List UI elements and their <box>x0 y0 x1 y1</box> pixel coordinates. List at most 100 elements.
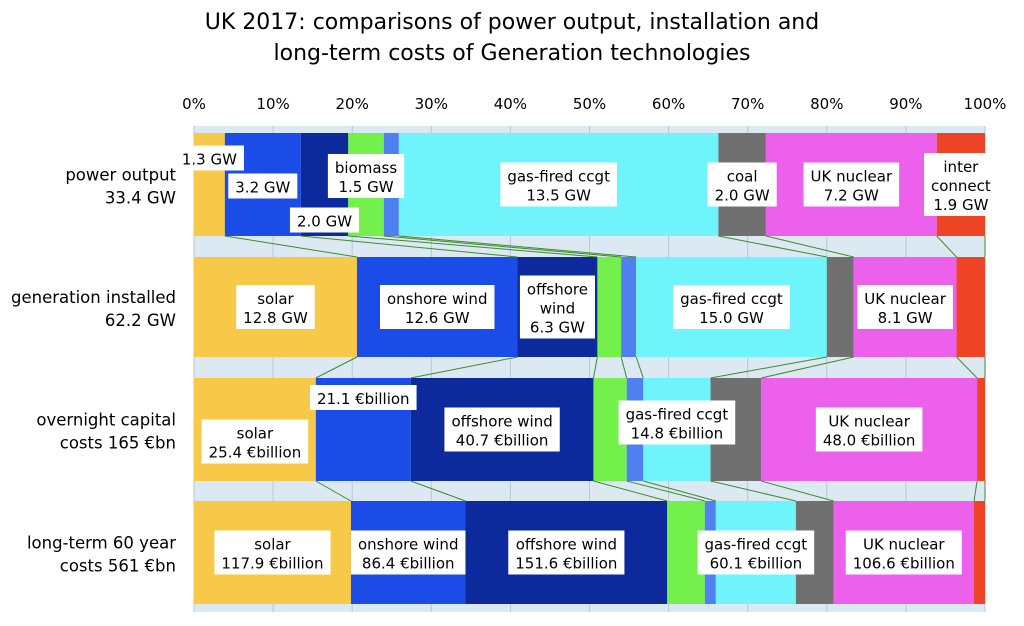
segment-label-text: gas-fired ccgt <box>626 406 729 424</box>
segment-label-box <box>500 162 617 207</box>
segment-label-text: 15.0 GW <box>699 309 764 327</box>
segment-label-box <box>350 530 466 575</box>
segment-label-text: onshore wind <box>387 290 487 308</box>
segment-label-text: UK nuclear <box>863 536 945 554</box>
connector-line <box>224 235 358 258</box>
segment-label-box <box>519 275 596 339</box>
connector-line <box>626 480 705 502</box>
segment-label-text: 2.0 GW <box>715 187 770 205</box>
connector-line <box>348 235 598 258</box>
x-tick-label: 30% <box>415 95 448 113</box>
row-label: 33.4 GW <box>105 189 176 208</box>
connector-line <box>635 356 644 379</box>
segment-label-box <box>845 530 962 575</box>
x-tick-label: 90% <box>889 95 922 113</box>
segment-label-box <box>444 407 560 452</box>
segment-label-text: offshore wind <box>516 536 617 554</box>
segment-label-text: biomass <box>335 159 397 177</box>
segment-label-box <box>214 530 331 575</box>
x-tick-label: 80% <box>810 95 843 113</box>
connector-line <box>710 356 827 379</box>
segment-label-text: gas-fired ccgt <box>705 536 808 554</box>
x-tick-label: 100% <box>964 95 1007 113</box>
bar-segment-interconnect <box>974 501 985 604</box>
segment-label-box <box>618 400 736 445</box>
segment-label-text: 48.0 €billion <box>823 432 916 450</box>
segment-label-text: 60.1 €billion <box>710 555 803 573</box>
connector-line <box>398 235 637 258</box>
segment-label-box <box>697 530 815 575</box>
segment-label-text: UK nuclear <box>811 168 893 186</box>
bar-segment-coal <box>826 257 854 357</box>
segment-label-text: offshore wind <box>451 413 552 431</box>
segment-label-box <box>228 173 298 199</box>
segment-label-box <box>508 530 625 575</box>
segment-label-text: 8.1 GW <box>878 309 933 327</box>
segment-label-text: gas-fired ccgt <box>680 290 783 308</box>
segment-label-text: gas-fired ccgt <box>507 168 610 186</box>
segment-label-text: 1.5 GW <box>339 178 394 196</box>
segment-label-box <box>923 153 998 216</box>
connector-line <box>300 235 518 258</box>
segment-label-text: 21.1 €billion <box>317 390 410 408</box>
segment-label-text: solar <box>237 425 274 443</box>
segment-label-text: solar <box>254 536 291 554</box>
segment-label-solar: 1.3 GW <box>174 145 244 171</box>
segment-label-text: 12.6 GW <box>405 309 470 327</box>
chart-title: UK 2017: comparisons of power output, in… <box>205 10 819 66</box>
connector-line <box>973 480 978 502</box>
x-tick-label: 50% <box>573 95 606 113</box>
segment-label-box <box>236 285 315 329</box>
segment-label-onshore: 3.2 GW <box>228 173 298 199</box>
segment-label-text: wind <box>540 300 575 318</box>
segment-label-text: solar <box>257 290 294 308</box>
segment-label-box <box>707 162 777 207</box>
connector-line <box>765 235 854 258</box>
segment-label-box <box>673 285 790 329</box>
x-tick-label: 20% <box>336 95 369 113</box>
segment-label-box <box>174 145 244 171</box>
x-tick-label: 40% <box>494 95 527 113</box>
connector-lines <box>224 235 986 502</box>
segment-label-text: 6.3 GW <box>530 319 585 337</box>
segment-label-text: 1.9 GW <box>933 196 988 214</box>
connector-line <box>761 480 834 502</box>
chart-title-line: UK 2017: comparisons of power output, in… <box>205 10 819 35</box>
segment-label-box <box>289 207 360 233</box>
segment-label-box <box>815 407 923 452</box>
connector-line <box>956 356 978 379</box>
segment-label-text: 86.4 €billion <box>362 555 455 573</box>
segment-label-box <box>201 419 309 464</box>
x-axis-ticks: 0% 10% 20% 30% 40% 50% 60% 70% 80% 90% 100% <box>182 95 1006 113</box>
segment-label-text: 117.9 €billion <box>221 555 323 573</box>
connector-line <box>315 480 352 502</box>
segment-label-text: 151.6 €billion <box>515 555 617 573</box>
row-labels: power output 33.4 GW generation installed 6… <box>11 166 177 576</box>
connector-line <box>410 480 466 502</box>
segment-label-text: offshore <box>527 281 588 299</box>
connector-line <box>718 235 827 258</box>
connector-line <box>592 356 598 379</box>
segment-label-text: 106.6 €billion <box>853 555 955 573</box>
connector-line <box>593 480 668 502</box>
bar-segment-interconnect <box>956 257 985 357</box>
bar-segment-interconnect <box>977 378 985 481</box>
